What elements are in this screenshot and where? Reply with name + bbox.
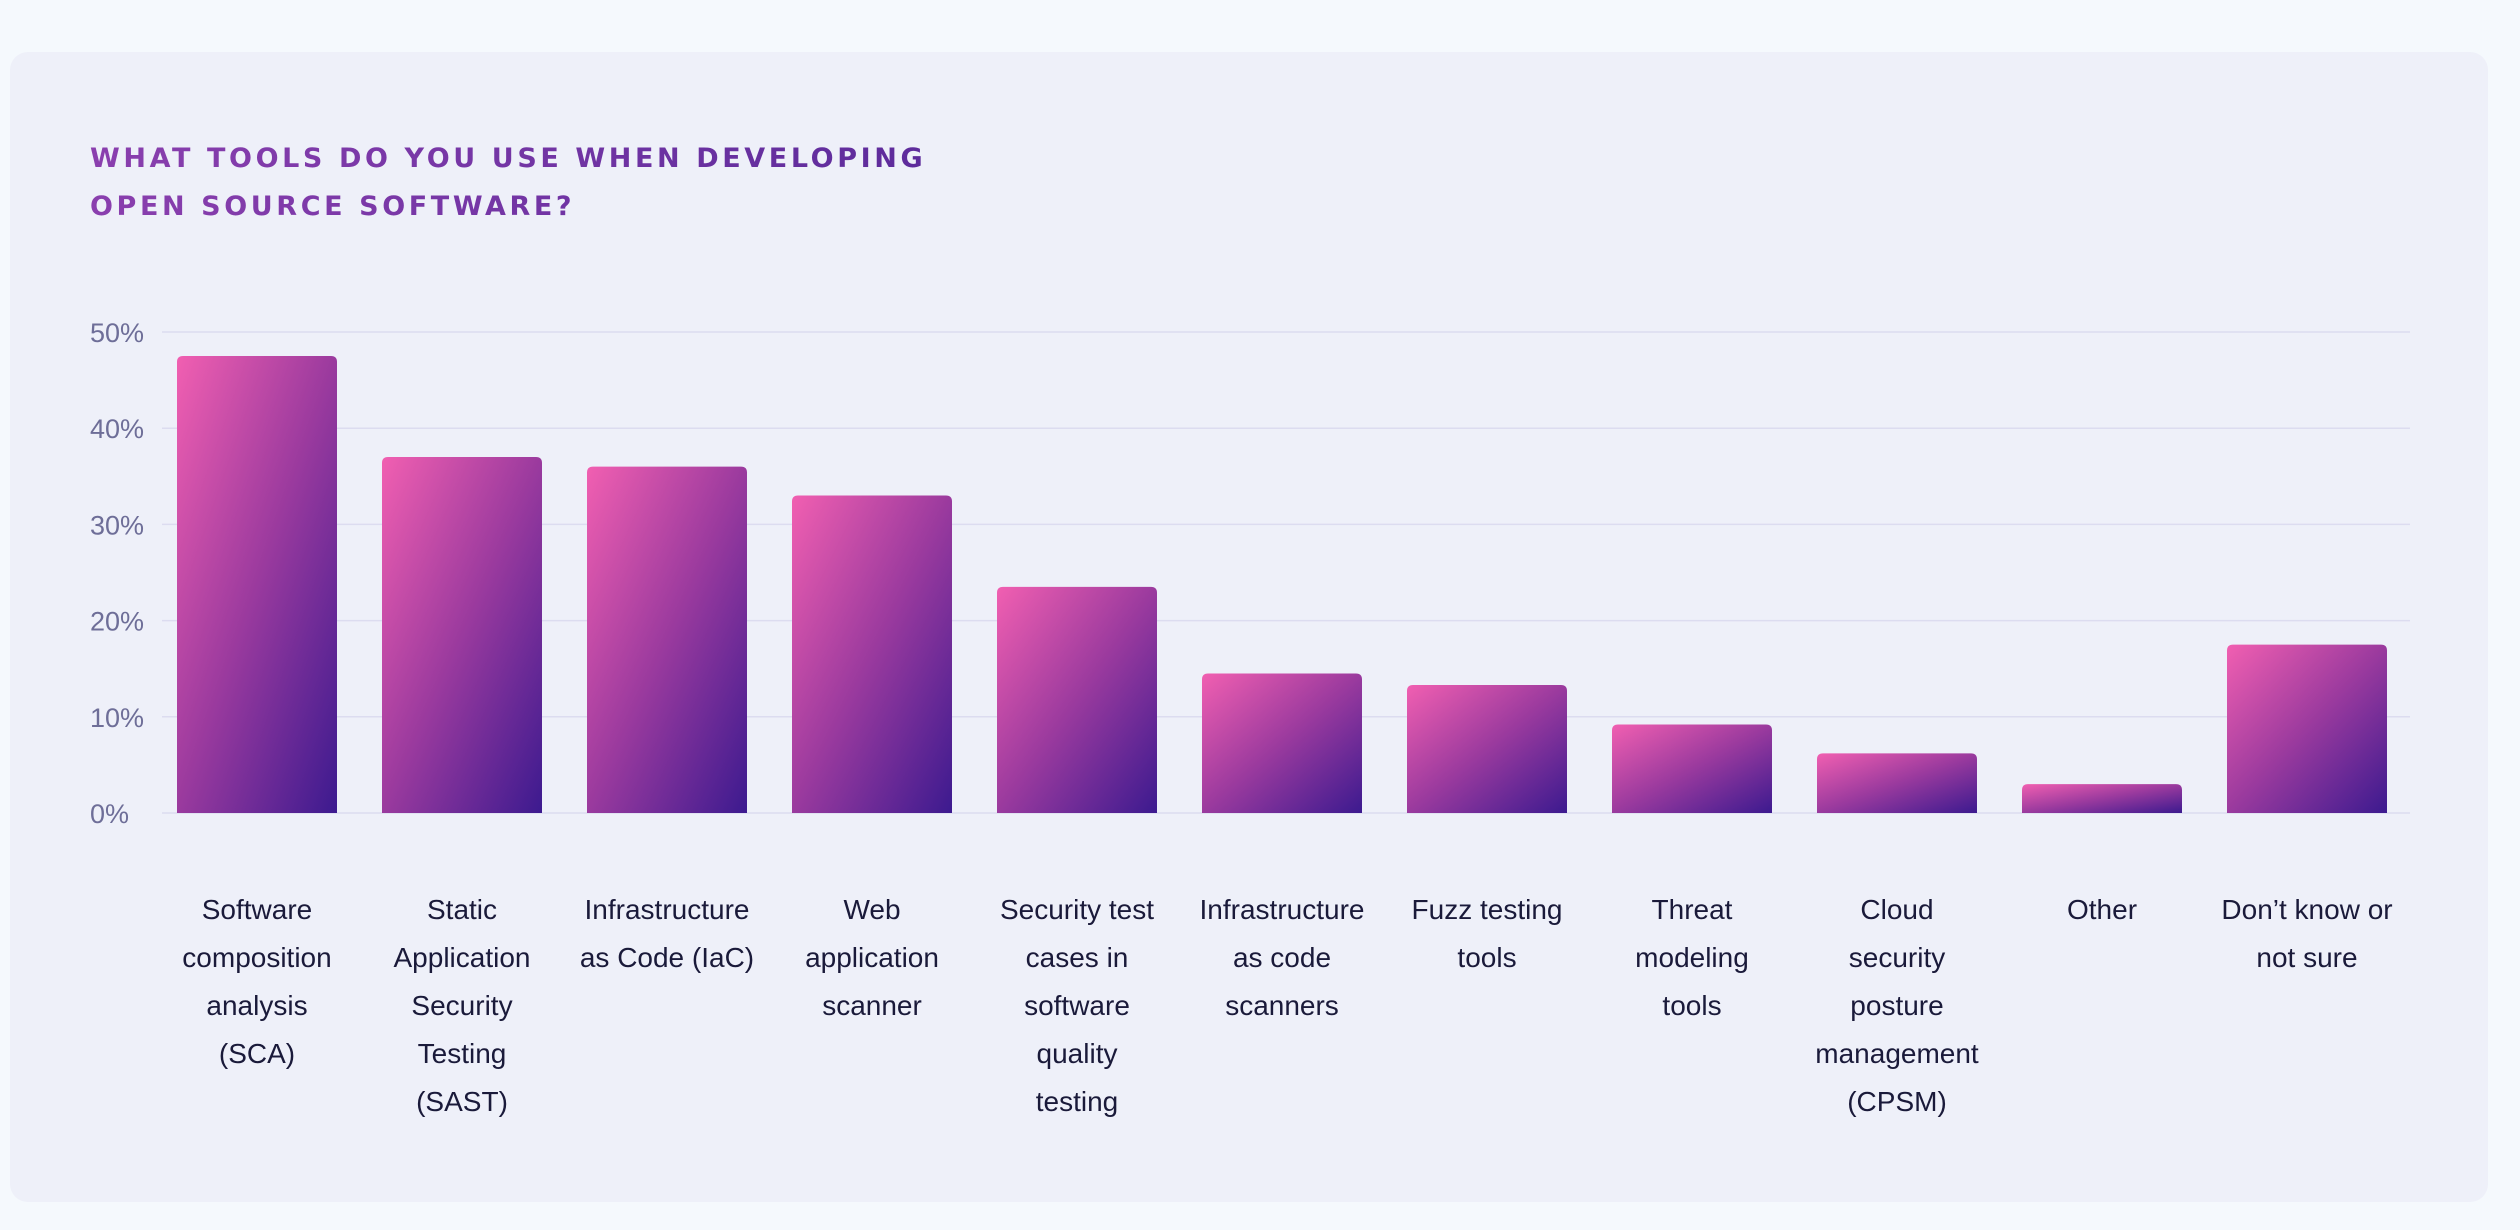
x-category-label: Don’t know or not sure bbox=[2221, 894, 2393, 973]
bar bbox=[382, 457, 542, 813]
x-category-label: Cloud security posture management (CPSM) bbox=[1815, 894, 1979, 1117]
y-tick-label: 30% bbox=[90, 510, 144, 540]
bar bbox=[997, 586, 1157, 813]
bar bbox=[177, 356, 337, 813]
y-tick-label: 10% bbox=[90, 703, 144, 733]
bar bbox=[792, 495, 952, 813]
x-category-label: Other bbox=[2066, 894, 2138, 925]
y-tick-label: 20% bbox=[90, 607, 144, 637]
bar bbox=[1202, 673, 1362, 813]
x-category-label: Web application scanner bbox=[805, 894, 939, 1021]
bar bbox=[1817, 753, 1977, 813]
bar bbox=[1407, 685, 1567, 813]
x-category-label: Software composition analysis (SCA) bbox=[182, 894, 332, 1069]
bar bbox=[1612, 724, 1772, 813]
x-category-label: Static Application Security Testing (SAST) bbox=[393, 894, 531, 1117]
bar bbox=[2227, 644, 2387, 813]
x-category-label: Threat modeling tools bbox=[1635, 894, 1749, 1021]
y-tick-label: 0% bbox=[90, 799, 129, 829]
bar bbox=[2022, 784, 2182, 813]
x-category-label: Infrastructure as code scanners bbox=[1199, 894, 1365, 1021]
y-tick-label: 50% bbox=[90, 318, 144, 348]
y-tick-label: 40% bbox=[90, 414, 144, 444]
x-category-label: Security test cases in software quality test… bbox=[999, 894, 1155, 1117]
bar bbox=[587, 466, 747, 813]
x-category-label: Infrastructure as Code (IaC) bbox=[579, 894, 755, 973]
x-category-label: Fuzz testing tools bbox=[1411, 894, 1563, 973]
bar-layer bbox=[177, 356, 2387, 813]
